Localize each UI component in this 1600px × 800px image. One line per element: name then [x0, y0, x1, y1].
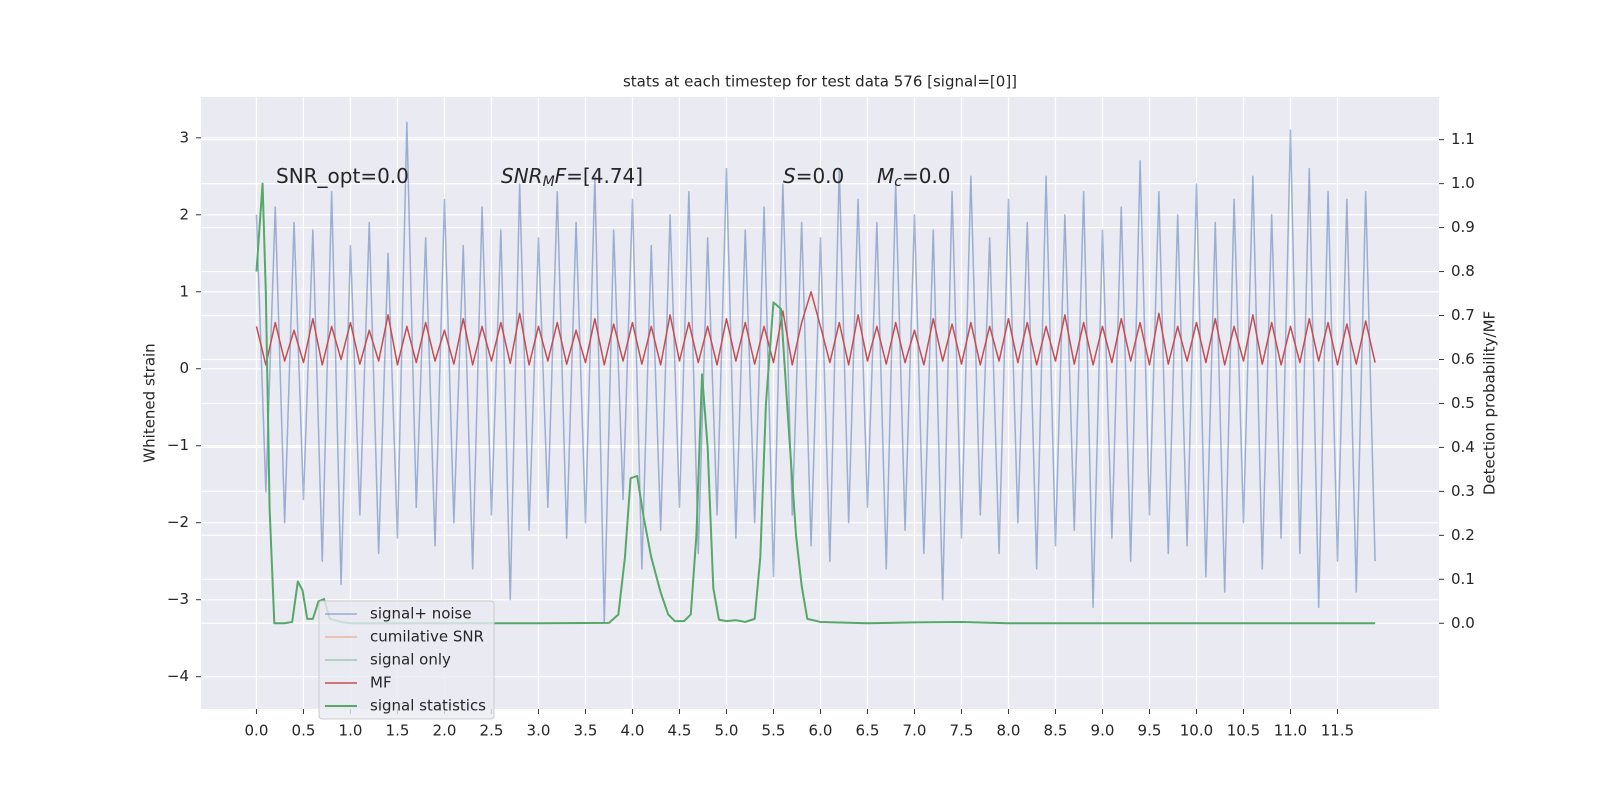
annotation-part: M [877, 164, 894, 188]
legend-label: signal only [370, 651, 451, 669]
y-tick-label: 2 [179, 205, 189, 223]
x-tick-label: 4.0 [621, 722, 645, 740]
annotation: Mc=0.0 [877, 164, 951, 191]
axes: 0.0 0.5 1.0 1.5 2.0 2.5 3.0 3.5 4.0 4.5 5.0 5.5 6.0 6… [167, 128, 1475, 739]
legend: signal+ noise cumilative SNR signal only MF… [318, 600, 495, 720]
legend-label: signal+ noise [370, 605, 472, 623]
x-tick-label: 5.0 [715, 722, 739, 740]
y2-tick-label: 0.5 [1451, 394, 1475, 412]
annotation: SNRMF=[4.74] [501, 164, 643, 191]
legend-box [318, 600, 495, 720]
legend-label: signal statistics [370, 697, 486, 715]
y-tick-label: 1 [179, 282, 189, 300]
series-line [255, 121, 1376, 624]
x-tick-label: 6.0 [809, 722, 833, 740]
marks [255, 121, 1376, 625]
annotation-part: SNR [501, 164, 543, 188]
annotation: SNR_opt=0.0 [276, 164, 409, 188]
x-tick-label: 10.5 [1227, 722, 1260, 740]
y2-tick-label: 0.6 [1451, 350, 1475, 368]
x-tick-label: 2.0 [433, 722, 457, 740]
series-line [255, 291, 1376, 366]
annotation-part: c [894, 174, 902, 190]
y-tick-label: −2 [167, 513, 189, 531]
x-tick-label: 7.5 [950, 722, 974, 740]
y2-tick-label: 1.0 [1451, 174, 1475, 192]
x-tick-label: 3.0 [527, 722, 551, 740]
x-tick-label: 4.5 [668, 722, 692, 740]
x-tick-label: 1.5 [386, 722, 410, 740]
legend-label: MF [370, 674, 392, 692]
x-tick-label: 2.5 [480, 722, 504, 740]
annotation-part: =0.0 [796, 164, 845, 188]
series-line [255, 182, 1376, 625]
annotation-part: =[4.74] [566, 164, 643, 188]
y2-tick-label: 0.1 [1451, 570, 1475, 588]
y2-tick-label: 0.2 [1451, 526, 1475, 544]
x-tick-label: 11.5 [1321, 722, 1354, 740]
x-tick-label: 8.0 [997, 722, 1021, 740]
y-tick-label: 0 [179, 359, 189, 377]
x-tick-label: 0.5 [292, 722, 316, 740]
x-tick-label: 9.5 [1138, 722, 1162, 740]
y2-tick-label: 0.8 [1451, 262, 1475, 280]
x-tick-label: 11.0 [1274, 722, 1307, 740]
annotation-part: F [555, 164, 567, 188]
y2-tick-label: 1.1 [1451, 130, 1475, 148]
y2-tick-label: 0.7 [1451, 306, 1475, 324]
annotation-part: SNR_opt=0.0 [276, 164, 409, 188]
annotation: S=0.0 [783, 164, 844, 188]
x-tick-label: 0.0 [245, 722, 269, 740]
x-tick-label: 8.5 [1044, 722, 1068, 740]
y-axis-label: Whitened strain [141, 343, 159, 462]
y-tick-label: −1 [167, 436, 189, 454]
y2-tick-label: 0.4 [1451, 438, 1475, 456]
y-tick-label: 3 [179, 128, 189, 146]
x-tick-label: 6.5 [856, 722, 880, 740]
x-tick-label: 5.5 [762, 722, 786, 740]
x-tick-label: 3.5 [574, 722, 598, 740]
y2-tick-label: 0.0 [1451, 614, 1475, 632]
x-tick-label: 1.0 [339, 722, 363, 740]
y-tick-label: −4 [167, 667, 189, 685]
annotation-part: M [543, 174, 555, 190]
annotation-part: S [783, 164, 796, 188]
y2-tick-label: 0.3 [1451, 482, 1475, 500]
y2-axis-label: Detection probability/MF [1481, 311, 1499, 495]
annotation-part: =0.0 [902, 164, 951, 188]
legend-label: cumilative SNR [370, 628, 484, 646]
chart-title: stats at each timestep for test data 576… [623, 73, 1017, 91]
x-tick-label: 10.0 [1180, 722, 1213, 740]
x-tick-label: 9.0 [1091, 722, 1115, 740]
y2-tick-label: 0.9 [1451, 218, 1475, 236]
y-tick-label: −3 [167, 590, 189, 608]
x-tick-label: 7.0 [903, 722, 927, 740]
